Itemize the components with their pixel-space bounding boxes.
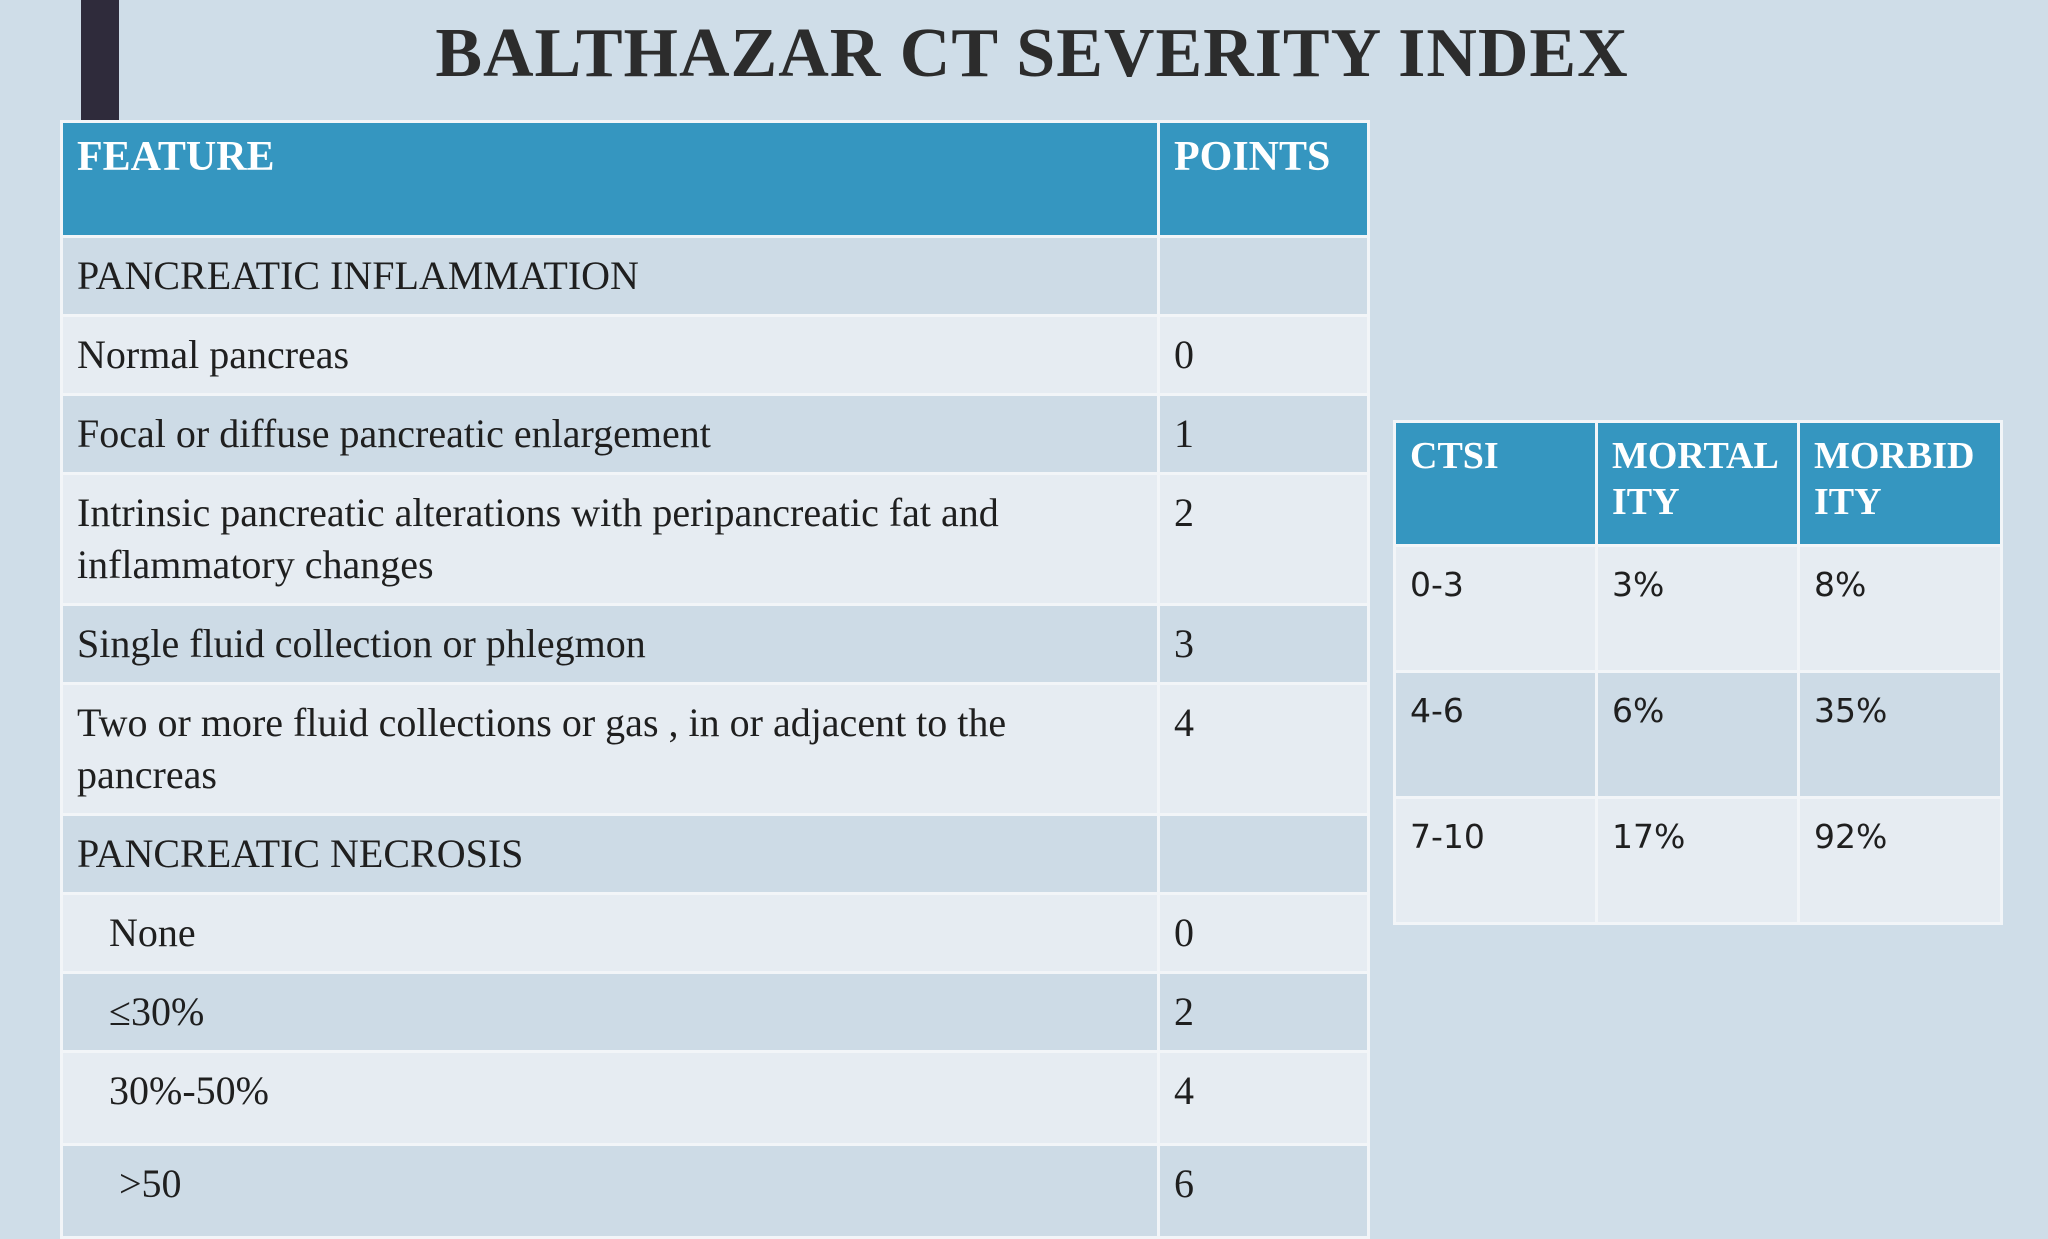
points-cell: 2 [1157, 971, 1370, 1053]
feature-cell: Single fluid collection or phlegmon [60, 603, 1160, 685]
header-feature: FEATURE [60, 120, 1160, 238]
feature-cell: 30%-50% [60, 1050, 1160, 1146]
mortality-cell: 3% [1595, 544, 1800, 673]
table-row: 30%-50% 4 [60, 1050, 1370, 1146]
points-cell: 0 [1157, 892, 1370, 974]
table-row: PANCREATIC NECROSIS [60, 813, 1370, 895]
feature-cell: None [60, 892, 1160, 974]
points-cell: 0 [1157, 314, 1370, 396]
morbidity-cell: 8% [1797, 544, 2003, 673]
table-row: 7-10 17% 92% [1393, 796, 2003, 925]
feature-cell: >50 [60, 1143, 1160, 1239]
feature-cell: Intrinsic pancreatic alterations with pe… [60, 472, 1160, 606]
accent-bar [81, 0, 119, 120]
feature-cell: Normal pancreas [60, 314, 1160, 396]
table-row: >50 6 [60, 1143, 1370, 1239]
table-row: Two or more fluid collections or gas , i… [60, 682, 1370, 816]
morbidity-cell: 35% [1797, 670, 2003, 799]
feature-cell: PANCREATIC NECROSIS [60, 813, 1160, 895]
ctsi-cell: 7-10 [1393, 796, 1598, 925]
feature-cell: Two or more fluid collections or gas , i… [60, 682, 1160, 816]
points-cell: 4 [1157, 1050, 1370, 1146]
header-morbidity: MORBID ITY [1797, 420, 2003, 547]
table-row: Focal or diffuse pancreatic enlargement … [60, 393, 1370, 475]
points-cell: 6 [1157, 1143, 1370, 1239]
points-cell [1157, 235, 1370, 317]
table-row: PANCREATIC INFLAMMATION [60, 235, 1370, 317]
morbidity-cell: 92% [1797, 796, 2003, 925]
feature-cell: PANCREATIC INFLAMMATION [60, 235, 1160, 317]
feature-cell: Focal or diffuse pancreatic enlargement [60, 393, 1160, 475]
points-cell: 3 [1157, 603, 1370, 685]
table-row: Normal pancreas 0 [60, 314, 1370, 396]
table-row: 0-3 3% 8% [1393, 544, 2003, 673]
feature-cell: ≤30% [60, 971, 1160, 1053]
points-cell: 1 [1157, 393, 1370, 475]
table-row: Intrinsic pancreatic alterations with pe… [60, 472, 1370, 606]
table-header-row: CTSI MORTAL ITY MORBID ITY [1393, 420, 2003, 547]
ctsi-cell: 4-6 [1393, 670, 1598, 799]
points-cell: 2 [1157, 472, 1370, 606]
mortality-cell: 6% [1595, 670, 1800, 799]
table-row: None 0 [60, 892, 1370, 974]
points-cell [1157, 813, 1370, 895]
header-mortality: MORTAL ITY [1595, 420, 1800, 547]
table-header-row: FEATURE POINTS [60, 120, 1370, 238]
points-cell: 4 [1157, 682, 1370, 816]
table-row: 4-6 6% 35% [1393, 670, 2003, 799]
ctsi-outcome-table: CTSI MORTAL ITY MORBID ITY 0-3 3% 8% 4-6… [1393, 420, 2003, 925]
mortality-cell: 17% [1595, 796, 1800, 925]
table-row: ≤30% 2 [60, 971, 1370, 1053]
header-points: POINTS [1157, 120, 1370, 238]
header-ctsi: CTSI [1393, 420, 1598, 547]
feature-points-table: FEATURE POINTS PANCREATIC INFLAMMATION N… [60, 120, 1370, 1239]
ctsi-cell: 0-3 [1393, 544, 1598, 673]
slide-title: BALTHAZAR CT SEVERITY INDEX [435, 15, 1629, 92]
table-row: Single fluid collection or phlegmon 3 [60, 603, 1370, 685]
